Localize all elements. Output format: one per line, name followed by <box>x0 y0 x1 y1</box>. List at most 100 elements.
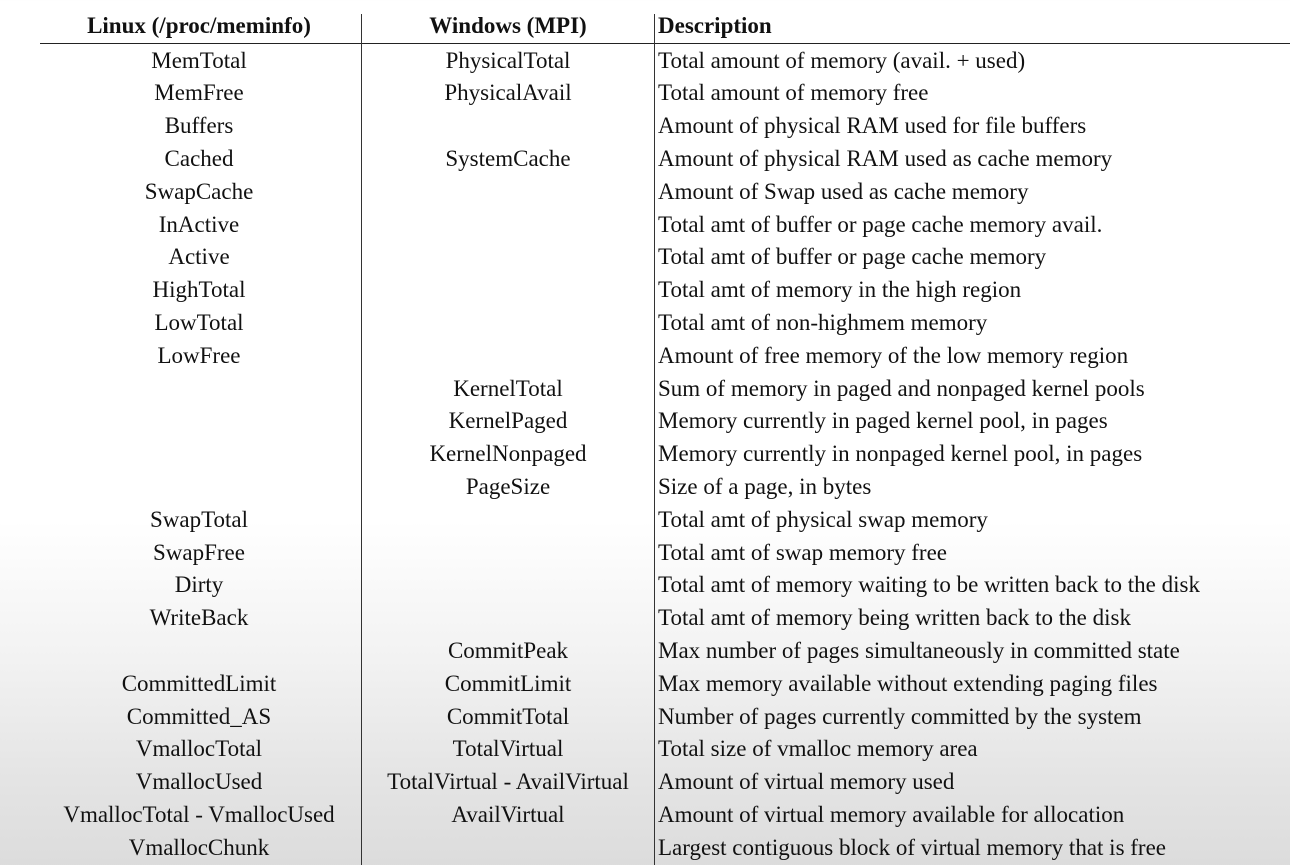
cell-description: Total amt of memory in the high region <box>658 277 1022 303</box>
cell-linux <box>30 437 368 470</box>
cell-linux: InActive <box>158 211 240 237</box>
cell-description: Amount of virtual memory used <box>658 769 955 795</box>
cell-linux: Committed_AS <box>126 703 272 729</box>
table-row: SwapFree Total amt of swap memory free <box>0 536 1290 569</box>
table-row: WriteBack Total amt of memory being writt… <box>0 601 1290 634</box>
cell-windows <box>362 208 654 241</box>
table-row: MemTotal PhysicalTotal Total amount of mem… <box>0 44 1290 77</box>
cell-linux <box>30 470 368 503</box>
table-row: LowTotal Total amt of non-highmem memory <box>0 306 1290 339</box>
cell-windows: CommitPeak <box>447 637 569 663</box>
table-row: PageSize Size of a page, in bytes <box>0 470 1290 503</box>
table-row: HighTotal Total amt of memory in the high… <box>0 273 1290 306</box>
header-linux: Linux (/proc/meminfo) <box>87 13 311 38</box>
table-row: CommitPeak Max number of pages simultaneo… <box>0 634 1290 667</box>
cell-windows <box>362 109 654 142</box>
cell-description: Total amt of memory waiting to be writte… <box>658 572 1200 598</box>
cell-description: Total amt of non-highmem memory <box>658 309 988 335</box>
cell-windows <box>362 601 654 634</box>
table-row: VmallocChunk Largest contiguous block of … <box>0 831 1290 864</box>
table-row: Committed_AS CommitTotal Number of pages c… <box>0 700 1290 733</box>
cell-windows: KernelTotal <box>453 375 563 401</box>
table-row: SwapCache Amount of Swap used as cache me… <box>0 175 1290 208</box>
cell-windows: PhysicalTotal <box>445 47 571 73</box>
cell-windows: KernelNonpaged <box>429 441 587 467</box>
cell-linux: Dirty <box>174 572 224 598</box>
cell-linux: MemTotal <box>151 47 247 73</box>
cell-windows: CommitTotal <box>446 703 570 729</box>
column-divider-1 <box>361 14 362 865</box>
cell-linux: SwapCache <box>144 178 254 204</box>
cell-description: Total amt of buffer or page cache memory <box>658 244 1047 270</box>
cell-description: Total amt of buffer or page cache memory… <box>658 211 1103 237</box>
table-row: InActive Total amt of buffer or page cach… <box>0 208 1290 241</box>
cell-windows <box>362 273 654 306</box>
table-row: LowFree Amount of free memory of the low … <box>0 339 1290 372</box>
cell-description: Memory currently in paged kernel pool, i… <box>658 408 1108 434</box>
table-row: MemFree PhysicalAvail Total amount of memo… <box>0 76 1290 109</box>
cell-description: Total amount of memory (avail. + used) <box>658 47 1026 73</box>
cell-description: Amount of Swap used as cache memory <box>658 178 1029 204</box>
cell-description: Largest contiguous block of virtual memo… <box>658 834 1166 860</box>
cell-windows: KernelPaged <box>448 408 568 434</box>
table-row: KernelPaged Memory currently in paged ker… <box>0 404 1290 437</box>
table-row: KernelNonpaged Memory currently in nonpag… <box>0 437 1290 470</box>
cell-description: Total amt of swap memory free <box>658 539 947 565</box>
cell-linux <box>30 404 368 437</box>
cell-description: Total amt of physical swap memory <box>658 506 988 532</box>
cell-linux: Cached <box>164 145 234 171</box>
column-divider-2 <box>654 14 655 865</box>
cell-windows <box>362 568 654 601</box>
table-row: Cached SystemCache Amount of physical RAM … <box>0 142 1290 175</box>
cell-linux: VmallocUsed <box>135 769 263 795</box>
header-description: Description <box>658 13 772 38</box>
cell-windows: AvailVirtual <box>451 801 565 827</box>
cell-linux: Buffers <box>164 113 234 139</box>
table-row: VmallocTotal TotalVirtual Total size of vm… <box>0 732 1290 765</box>
header-divider <box>40 43 1290 44</box>
cell-linux: HighTotal <box>152 277 246 303</box>
cell-windows <box>362 339 654 372</box>
table-row: Buffers Amount of physical RAM used for f… <box>0 109 1290 142</box>
table-header-row: Linux (/proc/meminfo) Windows (MPI) Desc… <box>0 9 1290 42</box>
cell-linux <box>30 372 368 405</box>
cell-linux: SwapTotal <box>149 506 249 532</box>
cell-description: Amount of physical RAM used for file buf… <box>658 113 1087 139</box>
cell-windows <box>362 240 654 273</box>
cell-linux: SwapFree <box>153 539 245 565</box>
cell-description: Memory currently in nonpaged kernel pool… <box>658 441 1143 467</box>
cell-description: Max memory available without extending p… <box>658 670 1158 696</box>
cell-linux: WriteBack <box>149 605 249 631</box>
cell-description: Total amount of memory free <box>658 80 929 106</box>
cell-linux: CommittedLimit <box>121 670 277 696</box>
cell-windows <box>362 831 654 864</box>
cell-windows: SystemCache <box>445 145 571 171</box>
table-row: VmallocTotal - VmallocUsed AvailVirtual Am… <box>0 798 1290 831</box>
cell-linux <box>30 634 368 667</box>
cell-windows: TotalVirtual - AvailVirtual <box>387 769 629 795</box>
table-row: CommittedLimit CommitLimit Max memory avai… <box>0 667 1290 700</box>
cell-linux: MemFree <box>154 80 244 106</box>
cell-windows <box>362 536 654 569</box>
header-windows: Windows (MPI) <box>429 13 587 38</box>
cell-description: Number of pages currently committed by t… <box>658 703 1142 729</box>
cell-description: Size of a page, in bytes <box>658 473 872 499</box>
cell-description: Amount of virtual memory available for a… <box>658 801 1125 827</box>
cell-linux: VmallocTotal - VmallocUsed <box>63 801 335 827</box>
cell-windows: CommitLimit <box>444 670 572 696</box>
cell-linux: VmallocChunk <box>128 834 270 860</box>
table-row: Active Total amt of buffer or page cache … <box>0 240 1290 273</box>
cell-description: Amount of physical RAM used as cache mem… <box>658 145 1113 171</box>
cell-windows: TotalVirtual <box>452 736 564 762</box>
cell-windows: PhysicalAvail <box>444 80 572 106</box>
cell-description: Sum of memory in paged and nonpaged kern… <box>658 375 1145 401</box>
cell-windows: PageSize <box>465 473 551 499</box>
table-row: VmallocUsed TotalVirtual - AvailVirtual Am… <box>0 765 1290 798</box>
table-row: KernelTotal Sum of memory in paged and no… <box>0 372 1290 405</box>
table-row: Dirty Total amt of memory waiting to be w… <box>0 568 1290 601</box>
cell-description: Amount of free memory of the low memory … <box>658 342 1129 368</box>
cell-description: Total amt of memory being written back t… <box>658 605 1131 631</box>
cell-linux: VmallocTotal <box>135 736 263 762</box>
cell-windows <box>362 175 654 208</box>
cell-windows <box>362 503 654 536</box>
